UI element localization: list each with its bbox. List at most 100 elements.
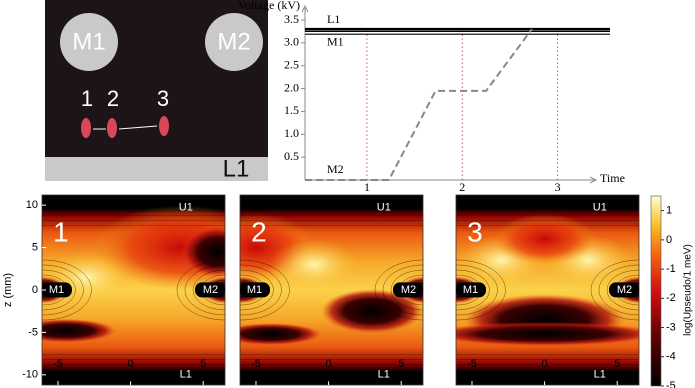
contour-line	[42, 259, 92, 321]
electrode-m1	[60, 13, 118, 71]
arrow	[118, 125, 158, 130]
ion-spot	[107, 118, 117, 138]
field-region	[493, 213, 596, 265]
photo-label: L1	[223, 155, 250, 182]
electrode-pill	[195, 282, 225, 298]
panel-title: 1	[53, 216, 69, 247]
y-tick-label: 1.5	[284, 103, 299, 117]
contour-line	[598, 264, 639, 316]
contour-line	[42, 269, 76, 311]
contour-field	[240, 195, 423, 385]
x-tick-label: 5	[614, 358, 620, 370]
colorbar-tick-label: -4	[666, 351, 676, 363]
colorbar-tick-label: -5	[666, 380, 676, 388]
electrode-label: L1	[180, 369, 192, 381]
ion-spot	[159, 116, 169, 136]
field-region	[321, 289, 423, 334]
y-tick-label: -10	[22, 369, 38, 381]
contour-panel: U1 M1 M2 L1 2 -5 0 5 y (mm)	[239, 194, 424, 386]
contour-line	[184, 264, 225, 316]
photo-label: M2	[217, 28, 250, 55]
field-region	[42, 318, 117, 343]
electrode-label: M1	[49, 284, 64, 296]
electrode-pill	[609, 282, 639, 298]
axis-arrow	[301, 4, 309, 13]
panel-title: 2	[251, 216, 267, 247]
x-axis-label: y (mm)	[116, 373, 150, 385]
contour-line	[240, 259, 290, 321]
x-axis-label: Time	[600, 171, 625, 185]
colorbar-tick-label: 1	[666, 205, 672, 217]
electrode-pill	[240, 282, 270, 298]
contour-line	[374, 259, 423, 321]
x-tick-label: -5	[467, 358, 477, 370]
electrode-label: L1	[594, 369, 606, 381]
ion-spot	[81, 118, 91, 138]
contour-line	[456, 259, 506, 321]
field-region	[270, 239, 358, 290]
colorbar-tick-label: -1	[666, 263, 676, 275]
voltage-chart: Voltage (kV) Time 0.5 1.0 1.5 2.0 2.5 3.0 3.5 1 2 3…	[238, 0, 625, 194]
electrode-label: L1	[378, 369, 390, 381]
electrode-label: M2	[401, 284, 416, 296]
electrode-label: M1	[247, 284, 262, 296]
electrode-label: U1	[179, 202, 193, 214]
electrode-label: M2	[617, 284, 632, 296]
contour-line	[240, 264, 282, 316]
x-tick-label: -5	[251, 358, 261, 370]
field-region	[456, 322, 639, 346]
colorbar-tick-label: 0	[666, 234, 672, 246]
contour-panel: U1 M1 M2 L1 1 -5 0 5 y (mm) 10 5 0 -5 -10 z (mm)	[2, 194, 226, 386]
contour-line	[456, 264, 498, 316]
field-region	[181, 226, 225, 278]
y-tick-label: 2.0	[284, 80, 299, 94]
photo-label: M1	[72, 28, 105, 55]
contour-line	[176, 259, 225, 321]
x-tick-label: 0	[128, 358, 134, 370]
electrode-label: U1	[593, 202, 607, 214]
x-tick-label: 3	[555, 180, 561, 194]
electrode-pill	[42, 282, 72, 298]
series-line	[305, 28, 533, 181]
series-label: L1	[327, 12, 340, 26]
electrode-l1	[45, 157, 268, 181]
y-tick-label: -5	[28, 326, 38, 338]
contour-line	[192, 269, 225, 311]
x-axis-label: y (mm)	[314, 373, 348, 385]
y-tick-label: 0	[32, 284, 38, 296]
y-axis-label: z (mm)	[2, 273, 14, 307]
y-tick-label: 3.5	[284, 12, 299, 26]
x-axis-label: y (mm)	[530, 373, 564, 385]
photo-label: 3	[157, 86, 169, 111]
contour-line	[456, 269, 490, 311]
y-tick-label: 5	[32, 241, 38, 253]
field-region	[240, 323, 322, 346]
x-tick-label: 5	[398, 358, 404, 370]
photo-label: 1	[81, 86, 93, 111]
y-tick-label: 1.0	[284, 126, 299, 140]
contour-line	[382, 264, 423, 316]
contour-line	[390, 269, 423, 311]
contour-line	[42, 264, 84, 316]
electrode-m2	[205, 13, 263, 71]
series-label: M1	[327, 35, 344, 49]
y-tick-label: 2.5	[284, 57, 299, 71]
x-tick-label: 1	[364, 180, 370, 194]
y-tick-label: 10	[26, 199, 38, 211]
x-tick-label: 0	[542, 358, 548, 370]
photo-label: 2	[107, 86, 119, 111]
colorbar-tick-label: -3	[666, 321, 676, 333]
photo-panel: M1 M2 1 2 3 L1	[45, 0, 268, 182]
axis-arrow	[589, 176, 598, 184]
colorbar	[650, 195, 662, 387]
electrode-pill	[393, 282, 423, 298]
panel-title: 3	[467, 216, 483, 247]
electrode-pill	[456, 282, 486, 298]
y-axis-label: Voltage (kV)	[238, 0, 300, 12]
y-tick-label: 3.0	[284, 35, 299, 49]
x-tick-label: 2	[459, 180, 465, 194]
colorbar-tick-label: -2	[666, 292, 676, 304]
electrode-label: M2	[203, 284, 218, 296]
contour-line	[590, 259, 639, 321]
